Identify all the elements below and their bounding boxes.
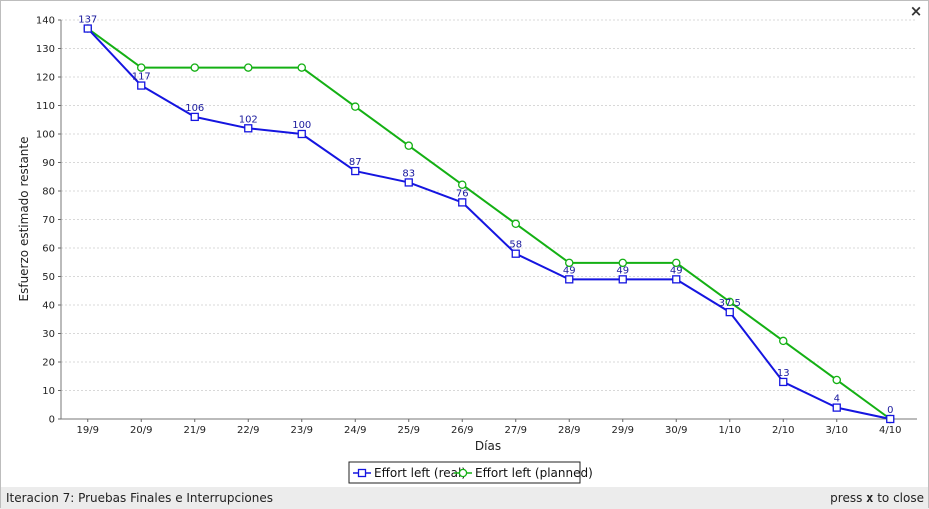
real-point-marker (297, 129, 306, 139)
planned-point-marker (618, 258, 628, 268)
x-tick-label: 4/10 (879, 425, 901, 436)
planned-point-marker (672, 258, 681, 268)
real-point-marker (351, 166, 360, 176)
x-tick-label: 27/9 (505, 425, 527, 436)
planned-point-marker (297, 63, 306, 72)
real-point-marker (725, 307, 734, 317)
legend: Effort left (real) Effort left (planned) (348, 461, 593, 484)
x-tick-label: 25/9 (398, 425, 420, 436)
y-tick-label: 90 (42, 158, 55, 169)
x-tick-label: 19/9 (77, 425, 99, 436)
data-label: 0 (887, 405, 893, 416)
data-label: 106 (185, 103, 204, 114)
x-tick-label: 22/9 (237, 425, 259, 436)
planned-point-marker (725, 297, 735, 307)
planned-point-marker (511, 219, 520, 229)
x-tick-label: 1/10 (719, 425, 741, 436)
data-label: 49 (670, 265, 683, 276)
x-tick-label: 2/10 (772, 425, 794, 436)
planned-point-marker (136, 63, 146, 72)
planned-point-marker (832, 375, 842, 385)
data-label: 102 (239, 114, 258, 125)
planned-point-marker (404, 141, 413, 150)
real-point-marker (618, 275, 627, 284)
planned-point-marker (457, 180, 467, 189)
data-label: 49 (563, 265, 576, 276)
y-axis-title: Esfuerzo estimado restante (17, 137, 31, 302)
y-tick-label: 30 (42, 329, 55, 340)
legend-real-marker (357, 468, 367, 478)
planned-point-marker (350, 102, 360, 111)
y-tick-label: 70 (42, 215, 55, 226)
close-hint-suffix: to close (873, 491, 924, 505)
status-bar: Iteracion 7: Pruebas Finales e Interrupc… (1, 487, 928, 509)
data-label: 83 (402, 168, 415, 179)
legend-planned-marker (458, 468, 468, 478)
real-point-marker (458, 198, 467, 207)
planned-point-marker (243, 63, 253, 72)
close-hint-key: x (866, 491, 874, 505)
y-tick-label: 80 (42, 187, 55, 198)
series-line-planned (87, 27, 891, 420)
real-point-marker (779, 377, 788, 387)
x-tick-label: 24/9 (344, 425, 366, 436)
y-tick-label: 60 (42, 244, 55, 255)
close-icon[interactable]: × (909, 2, 923, 20)
series-line-real (87, 27, 891, 420)
planned-point-marker (565, 258, 574, 268)
data-label: 4 (834, 394, 840, 405)
real-point-marker (83, 24, 92, 33)
legend-planned-label: Effort left (planned) (475, 466, 593, 480)
close-hint-prefix: press (830, 491, 867, 505)
real-point-marker (672, 275, 681, 284)
close-hint: press x to close (830, 491, 924, 505)
x-tick-label: 3/10 (826, 425, 848, 436)
x-tick-label: 20/9 (130, 425, 152, 436)
real-point-marker (137, 81, 146, 90)
x-tick-label: 29/9 (612, 425, 634, 436)
legend-real-label: Effort left (real) (374, 466, 466, 480)
y-tick-label: 40 (42, 301, 55, 312)
y-tick-label: 110 (36, 101, 55, 112)
data-label: 76 (456, 188, 469, 199)
y-tick-label: 140 (36, 16, 55, 27)
real-point-marker (886, 414, 895, 424)
real-point-marker (511, 249, 520, 258)
y-tick-label: 10 (42, 386, 55, 397)
planned-point-marker (190, 63, 199, 72)
y-tick-label: 0 (49, 415, 55, 426)
x-axis-title: Días (475, 439, 501, 453)
data-label: 58 (509, 240, 522, 251)
planned-point-marker (779, 336, 788, 346)
chart-panel: 0 10 20 30 40 50 60 70 80 90 100 110 120 130 140 19/9 20… (1, 1, 928, 487)
x-tick-label: 30/9 (665, 425, 687, 436)
real-point-marker (190, 112, 199, 122)
data-label: 87 (349, 157, 362, 168)
data-label: 37.5 (719, 298, 741, 309)
chart-window-title: Iteracion 7: Pruebas Finales e Interrupc… (6, 491, 274, 505)
data-label: 13 (777, 368, 790, 379)
y-tick-label: 20 (42, 358, 55, 369)
y-tick-label: 50 (42, 272, 55, 283)
x-tick-label: 23/9 (291, 425, 313, 436)
real-point-marker (404, 178, 413, 187)
x-tick-label: 26/9 (451, 425, 473, 436)
y-tick-label: 120 (36, 73, 55, 84)
y-tick-label: 100 (36, 130, 55, 141)
data-label: 137 (78, 15, 97, 26)
data-label: 100 (292, 120, 311, 131)
real-point-marker (244, 124, 253, 133)
data-label: 49 (616, 265, 629, 276)
data-label: 117 (132, 72, 151, 83)
real-point-marker (565, 275, 574, 284)
x-tick-label: 21/9 (184, 425, 206, 436)
real-point-marker (832, 403, 841, 412)
x-tick-label: 28/9 (558, 425, 580, 436)
y-tick-label: 130 (36, 44, 55, 55)
